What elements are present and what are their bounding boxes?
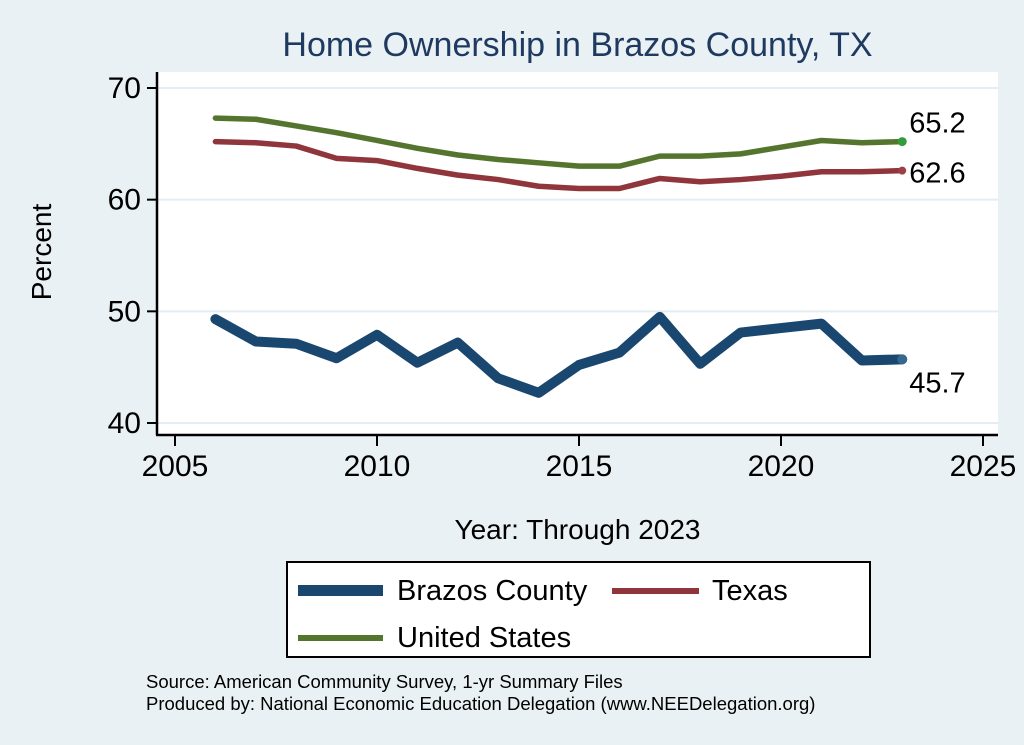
chart-title: Home Ownership in Brazos County, TX [282, 26, 873, 64]
legend-swatch-united-states [298, 635, 383, 641]
legend: Brazos County Texas United States [286, 561, 871, 658]
x-tick-label-2015: 2015 [546, 450, 613, 483]
y-tick-label-40: 40 [108, 407, 141, 440]
legend-swatch-brazos-county [298, 585, 383, 596]
end-dot-texas [898, 166, 907, 175]
plot-background [157, 72, 998, 435]
series-line-brazos-county [210, 311, 908, 398]
producer-note: Produced by: National Economic Education… [146, 692, 816, 714]
end-label-brazos-county: 45.7 [909, 367, 965, 399]
series-line-united-states [212, 115, 905, 169]
end-label-texas: 62.6 [909, 158, 965, 190]
y-tick-label-60: 60 [108, 184, 141, 217]
y-tick-label-70: 70 [108, 72, 141, 105]
series-line-texas [212, 138, 905, 192]
x-tick-label-2005: 2005 [142, 450, 209, 483]
legend-label-texas: Texas [712, 575, 788, 607]
x-tick-label-2025: 2025 [950, 450, 1017, 483]
x-tick-label-2020: 2020 [748, 450, 815, 483]
end-dot-brazos-county [897, 354, 908, 365]
end-label-united-states: 65.2 [909, 108, 965, 140]
x-axis-title: Year: Through 2023 [454, 514, 701, 545]
end-dot-united-states [897, 137, 907, 147]
legend-swatch-texas [612, 588, 699, 594]
y-axis-title: Percent [26, 203, 57, 301]
x-tick-label-2010: 2010 [344, 450, 411, 483]
legend-label-brazos-county: Brazos County [397, 575, 588, 607]
source-block: Source: American Community Survey, 1-yr … [146, 671, 815, 714]
y-tick-label-50: 50 [108, 295, 141, 328]
legend-label-united-states: United States [397, 622, 572, 654]
source-note: Source: American Community Survey, 1-yr … [146, 671, 623, 692]
